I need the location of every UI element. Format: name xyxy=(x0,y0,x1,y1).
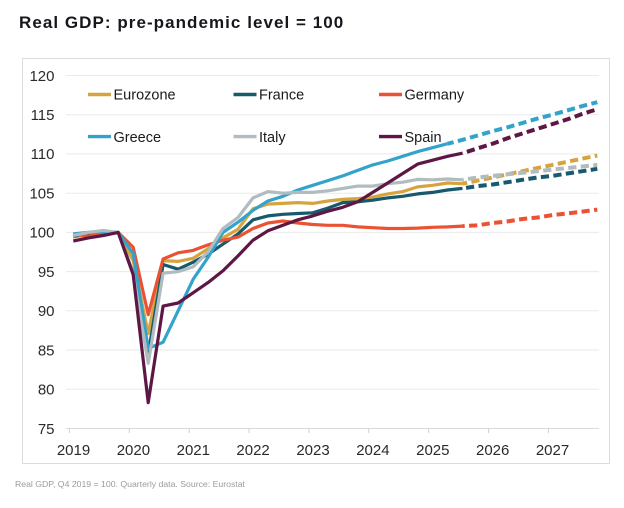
svg-text:Real GDP: pre-pandemic level =: Real GDP: pre-pandemic level = 100 xyxy=(19,13,344,32)
svg-text:80: 80 xyxy=(38,382,55,399)
svg-text:2022: 2022 xyxy=(236,442,269,459)
svg-text:75: 75 xyxy=(38,421,55,438)
svg-text:Italy: Italy xyxy=(259,130,286,146)
svg-text:2025: 2025 xyxy=(416,442,449,459)
svg-text:Spain: Spain xyxy=(405,130,442,146)
svg-text:Germany: Germany xyxy=(405,88,465,104)
svg-text:115: 115 xyxy=(31,107,55,124)
svg-text:Greece: Greece xyxy=(114,130,162,146)
svg-text:2027: 2027 xyxy=(536,442,569,459)
svg-text:85: 85 xyxy=(38,342,55,359)
svg-text:105: 105 xyxy=(29,186,54,203)
svg-text:100: 100 xyxy=(29,225,54,242)
svg-text:110: 110 xyxy=(31,146,55,163)
svg-text:2024: 2024 xyxy=(356,442,389,459)
svg-text:2021: 2021 xyxy=(177,442,210,459)
svg-text:2023: 2023 xyxy=(296,442,329,459)
svg-text:2020: 2020 xyxy=(117,442,150,459)
svg-text:95: 95 xyxy=(38,264,55,281)
svg-text:France: France xyxy=(259,88,304,104)
svg-text:120: 120 xyxy=(29,68,54,85)
svg-text:90: 90 xyxy=(38,303,55,320)
svg-text:2019: 2019 xyxy=(57,442,90,459)
svg-text:2026: 2026 xyxy=(476,442,509,459)
svg-text:Real GDP, Q4 2019 = 100. Quart: Real GDP, Q4 2019 = 100. Quarterly data.… xyxy=(15,479,246,489)
svg-text:Eurozone: Eurozone xyxy=(114,88,176,104)
